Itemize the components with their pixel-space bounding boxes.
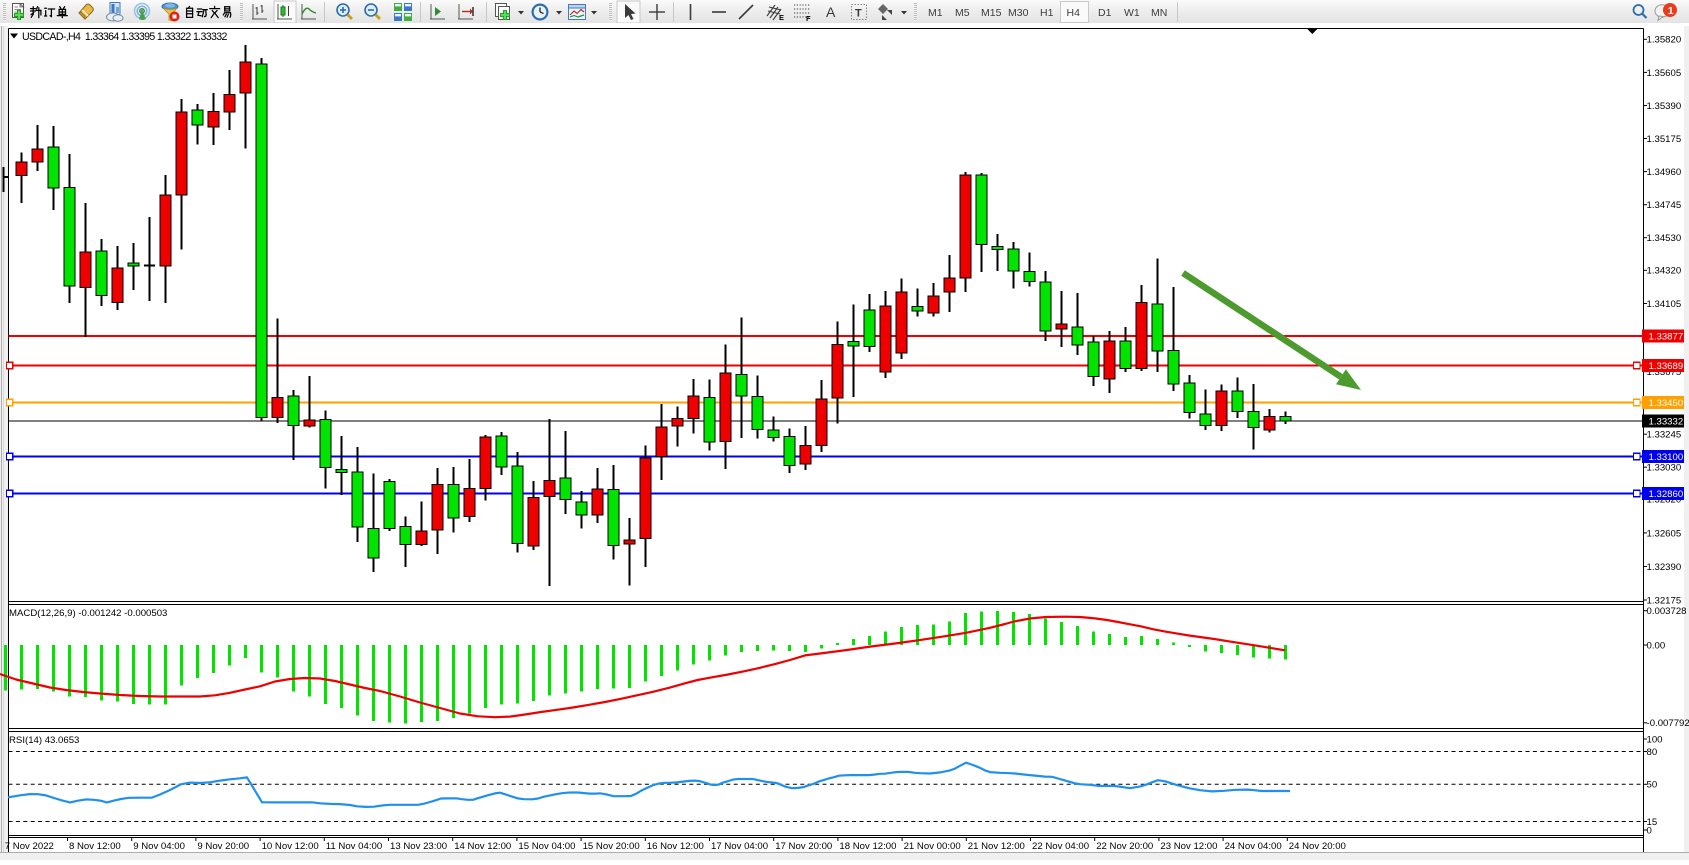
svg-text:15 Nov 04:00: 15 Nov 04:00 [518,841,575,852]
svg-text:1.34530: 1.34530 [1647,233,1682,244]
svg-text:F: F [806,14,811,23]
svg-text:1.32605: 1.32605 [1647,528,1682,539]
svg-text:23 Nov 12:00: 23 Nov 12:00 [1160,841,1217,852]
svg-text:E: E [779,13,784,22]
svg-text:1.32860: 1.32860 [1649,489,1684,500]
svg-text:MN: MN [1151,7,1167,19]
svg-text:1.32175: 1.32175 [1647,595,1682,606]
svg-text:A: A [826,4,836,20]
svg-text:USDCAD-,H4 1.33364 1.33395 1.: USDCAD-,H4 1.33364 1.33395 1.33322 1.333… [22,31,227,43]
svg-text:10 Nov 12:00: 10 Nov 12:00 [262,841,319,852]
svg-text:W1: W1 [1124,7,1140,19]
svg-text:1: 1 [1668,5,1674,17]
svg-text:MACD(12,26,9) -0.001242 -0.000: MACD(12,26,9) -0.001242 -0.000503 [9,608,167,619]
svg-text:1.33245: 1.33245 [1647,430,1682,441]
svg-text:0.003728: 0.003728 [1647,606,1687,617]
svg-text:T: T [855,8,862,20]
svg-text:100: 100 [1647,734,1663,745]
svg-text:1.33689: 1.33689 [1649,361,1684,372]
svg-text:17 Nov 04:00: 17 Nov 04:00 [711,841,768,852]
svg-text:1.34960: 1.34960 [1647,167,1682,178]
svg-text:1.33332: 1.33332 [1649,417,1684,428]
svg-text:80: 80 [1647,747,1658,758]
svg-text:0: 0 [1647,825,1652,836]
svg-text:50: 50 [1647,780,1658,791]
svg-text:1.33100: 1.33100 [1649,452,1684,463]
svg-text:9 Nov 04:00: 9 Nov 04:00 [133,841,185,852]
svg-text:1.35390: 1.35390 [1647,101,1682,112]
svg-text:18 Nov 12:00: 18 Nov 12:00 [839,841,896,852]
svg-text:M15: M15 [981,7,1002,19]
svg-text:1.33450: 1.33450 [1649,398,1684,409]
svg-text:1.33030: 1.33030 [1647,463,1682,474]
svg-text:1.34745: 1.34745 [1647,200,1682,211]
svg-text:14 Nov 12:00: 14 Nov 12:00 [454,841,511,852]
svg-text:M1: M1 [928,7,943,19]
svg-text:M30: M30 [1008,7,1029,19]
svg-text:1.35820: 1.35820 [1647,35,1682,46]
svg-text:1.35605: 1.35605 [1647,68,1682,79]
svg-text:13 Nov 23:00: 13 Nov 23:00 [390,841,447,852]
svg-text:1.32390: 1.32390 [1647,562,1682,573]
svg-text:17 Nov 20:00: 17 Nov 20:00 [775,841,832,852]
svg-text:11 Nov 04:00: 11 Nov 04:00 [326,841,382,852]
svg-text:15 Nov 20:00: 15 Nov 20:00 [583,841,640,852]
svg-text:RSI(14) 43.0653: RSI(14) 43.0653 [9,735,79,746]
svg-text:22 Nov 04:00: 22 Nov 04:00 [1032,841,1089,852]
svg-text:7 Nov 2022: 7 Nov 2022 [5,841,54,852]
svg-text:21 Nov 12:00: 21 Nov 12:00 [968,841,1025,852]
svg-text:0.00: 0.00 [1647,640,1666,651]
svg-text:24 Nov 20:00: 24 Nov 20:00 [1289,841,1346,852]
svg-text:D1: D1 [1098,7,1112,19]
svg-text:1.34105: 1.34105 [1647,299,1682,310]
svg-text:9 Nov 20:00: 9 Nov 20:00 [197,841,249,852]
svg-text:1.33877: 1.33877 [1649,332,1684,343]
svg-text:22 Nov 20:00: 22 Nov 20:00 [1096,841,1153,852]
svg-text:H4: H4 [1067,7,1081,19]
svg-text:-0.007792: -0.007792 [1647,718,1689,729]
svg-text:16 Nov 12:00: 16 Nov 12:00 [647,841,704,852]
svg-text:M5: M5 [955,7,970,19]
svg-text:24 Nov 04:00: 24 Nov 04:00 [1225,841,1282,852]
svg-text:21 Nov 00:00: 21 Nov 00:00 [904,841,961,852]
svg-text:8 Nov 12:00: 8 Nov 12:00 [69,841,121,852]
svg-text:H1: H1 [1040,7,1054,19]
svg-text:1.34320: 1.34320 [1647,266,1682,277]
svg-text:1.35175: 1.35175 [1647,134,1682,145]
